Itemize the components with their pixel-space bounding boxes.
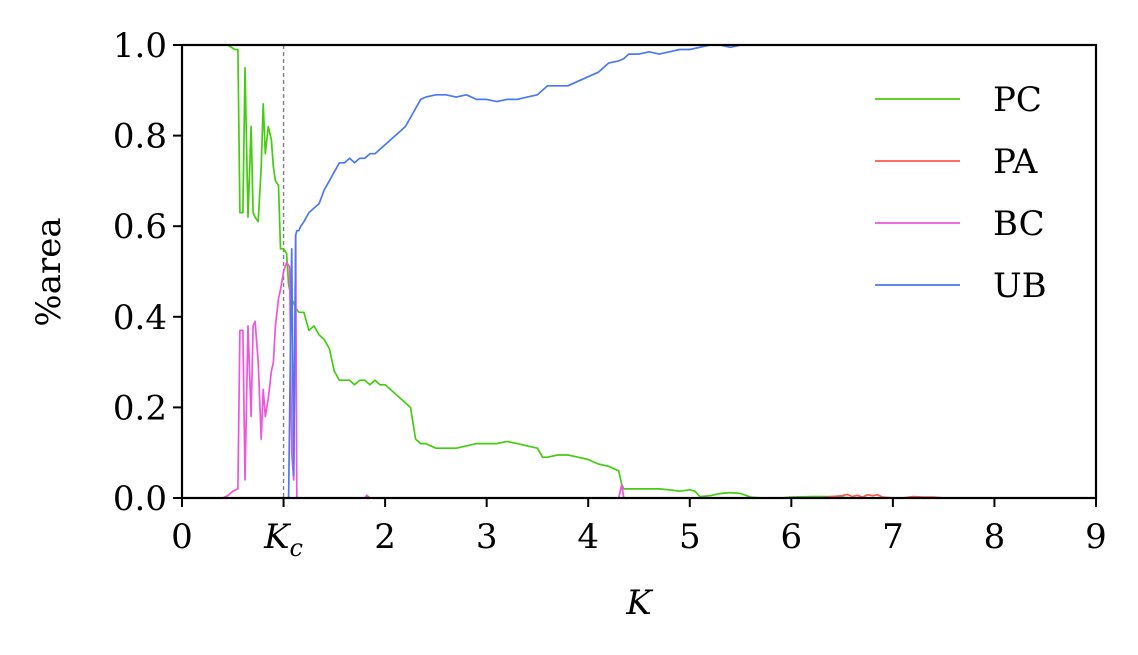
x-axis-ticks: 0 Kc 2 3 4 5 6 7 8 9: [171, 498, 1107, 562]
y-tick-label: 0.2: [113, 388, 167, 428]
x-tick-label: 6: [781, 517, 803, 557]
x-tick-label: 9: [1085, 517, 1107, 557]
y-axis-ticks: 0.0 0.2 0.4 0.6 0.8 1.0: [113, 26, 182, 519]
plot-frame: [180, 43, 1098, 500]
x-tick-label: 8: [984, 517, 1006, 557]
x-tick-label: 5: [679, 517, 701, 557]
series-line-ub: [182, 45, 1096, 498]
y-tick-label: 0.6: [113, 207, 167, 247]
series-line-pc: [212, 45, 1096, 498]
y-tick-label: 1.0: [113, 26, 167, 66]
x-tick-label: 3: [476, 517, 498, 557]
x-tick-label: 0: [171, 517, 193, 557]
x-axis-label: K: [625, 583, 654, 623]
y-axis-label: %area: [29, 217, 69, 326]
y-tick-label: 0.4: [113, 298, 167, 338]
y-tick-label: 0.0: [113, 479, 167, 519]
x-tick-label: 7: [882, 517, 904, 557]
series-layer: [182, 45, 1096, 498]
x-tick-label: Kc: [263, 517, 303, 562]
legend-label-pc: PC: [993, 80, 1042, 120]
y-tick-label: 0.8: [113, 117, 167, 157]
series-line-bc: [182, 234, 1096, 498]
legend: PC PA BC UB: [875, 80, 1047, 306]
x-tick-label: 4: [577, 517, 599, 557]
legend-label-bc: BC: [993, 204, 1045, 244]
x-tick-label: 2: [374, 517, 396, 557]
legend-label-ub: UB: [993, 266, 1047, 306]
legend-label-pa: PA: [993, 142, 1038, 182]
